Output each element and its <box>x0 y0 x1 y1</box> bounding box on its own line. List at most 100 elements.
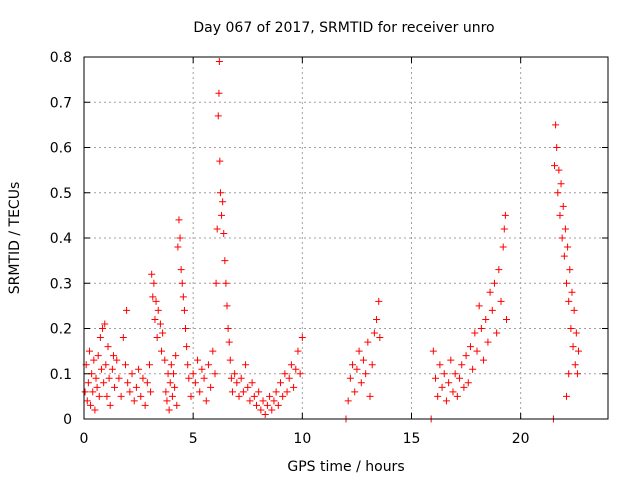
data-point <box>150 279 158 287</box>
data-point <box>92 374 100 382</box>
data-point <box>237 374 245 382</box>
data-point <box>257 406 265 414</box>
data-point <box>137 392 145 400</box>
data-point <box>132 383 140 391</box>
data-point <box>552 121 560 129</box>
grid-lines <box>84 57 608 419</box>
data-point <box>151 315 159 323</box>
data-point <box>105 374 113 382</box>
data-point <box>370 329 378 337</box>
data-point <box>141 401 149 409</box>
data-point <box>108 365 116 373</box>
data-point <box>242 361 250 369</box>
data-point <box>266 392 274 400</box>
data-point <box>263 401 271 409</box>
data-point <box>551 162 559 170</box>
data-point <box>480 356 488 364</box>
data-point <box>359 356 367 364</box>
data-point <box>464 379 472 387</box>
data-point <box>557 180 565 188</box>
data-point <box>560 252 568 260</box>
data-point <box>572 329 580 337</box>
y-tick-label: 0.7 <box>50 95 72 111</box>
data-point <box>482 315 490 323</box>
data-point <box>565 297 573 305</box>
y-axis-label: SRMTID / TECUs <box>7 182 23 295</box>
data-point <box>177 266 185 274</box>
data-point <box>100 379 108 387</box>
data-point <box>453 392 461 400</box>
data-point <box>182 325 190 332</box>
data-point <box>555 166 563 174</box>
data-point <box>458 361 466 369</box>
data-point <box>499 243 507 251</box>
data-point <box>185 374 193 382</box>
data-point <box>165 406 173 414</box>
data-point <box>366 392 374 400</box>
y-tick-label: 0.8 <box>50 50 72 66</box>
data-point <box>189 370 197 378</box>
data-point <box>119 334 127 342</box>
data-point <box>187 392 195 400</box>
data-point <box>175 216 183 224</box>
data-point <box>219 198 227 206</box>
data-point <box>449 388 457 396</box>
data-point <box>196 388 204 396</box>
data-point <box>440 370 448 378</box>
data-point <box>231 370 239 378</box>
data-point <box>362 370 370 378</box>
data-point <box>567 325 575 332</box>
data-point <box>104 343 112 351</box>
data-point <box>154 306 162 314</box>
data-point <box>194 356 202 364</box>
data-point <box>277 379 284 387</box>
data-point <box>96 334 104 342</box>
data-point <box>462 352 470 360</box>
data-point <box>198 365 206 373</box>
data-point <box>214 112 222 120</box>
data-point <box>176 234 184 242</box>
data-point <box>172 352 180 360</box>
data-point <box>215 89 223 97</box>
data-point <box>212 279 220 287</box>
data-point <box>83 397 91 405</box>
data-point <box>500 225 508 233</box>
data-point <box>445 379 453 387</box>
data-point <box>375 297 383 305</box>
data-point <box>184 361 192 369</box>
data-point <box>166 379 174 387</box>
data-point <box>353 365 361 373</box>
data-point <box>113 356 121 364</box>
data-point <box>202 397 210 405</box>
data-point <box>355 347 363 355</box>
data-point <box>158 347 166 355</box>
data-point <box>178 279 186 287</box>
data-point <box>556 211 564 219</box>
data-point <box>270 397 278 405</box>
data-point <box>168 392 176 400</box>
data-point <box>575 347 583 355</box>
data-point <box>456 374 464 382</box>
data-point <box>493 329 501 337</box>
data-point <box>139 374 147 382</box>
data-point <box>99 325 107 332</box>
data-point <box>246 397 254 405</box>
data-point <box>451 370 459 378</box>
data-point <box>432 374 440 382</box>
data-point <box>344 397 352 405</box>
data-point <box>559 202 567 210</box>
data-point <box>442 397 450 405</box>
data-point <box>152 297 160 305</box>
x-axis-label: GPS time / hours <box>287 459 404 475</box>
data-point <box>97 365 105 373</box>
data-point <box>473 347 481 355</box>
axis-ticks: 0 0.1 0.2 0.3 0.4 0.5 0.6 0.7 0.8 0 5 10 15 20 <box>50 50 608 447</box>
data-point <box>90 356 98 364</box>
data-point <box>85 347 93 355</box>
data-point <box>471 329 479 337</box>
data-point <box>558 234 566 242</box>
data-point <box>163 397 171 405</box>
data-point <box>226 356 234 364</box>
data-point <box>438 383 446 391</box>
data-point <box>128 370 136 378</box>
